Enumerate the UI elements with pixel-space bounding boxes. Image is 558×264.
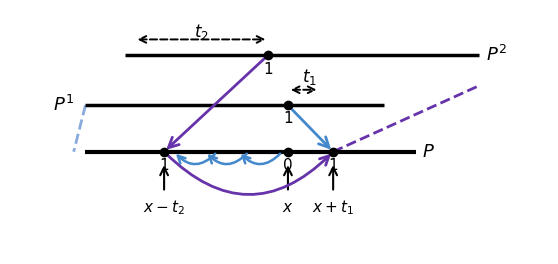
Text: $\mathit{t}_1$: $\mathit{t}_1$ — [302, 67, 318, 87]
Text: $\mathit{t}_2$: $\mathit{t}_2$ — [194, 22, 209, 42]
Text: 1: 1 — [328, 158, 338, 173]
Text: $x$: $x$ — [282, 200, 294, 215]
Text: $x-t_2$: $x-t_2$ — [143, 199, 185, 217]
Text: 0: 0 — [283, 158, 293, 173]
Text: $x+t_1$: $x+t_1$ — [312, 199, 354, 217]
Text: 1: 1 — [283, 111, 293, 126]
Text: $P$: $P$ — [422, 143, 435, 161]
Text: $P^2$: $P^2$ — [487, 45, 507, 65]
Text: 1: 1 — [263, 62, 273, 77]
Text: $P^1$: $P^1$ — [52, 95, 74, 115]
Text: 1: 1 — [159, 158, 169, 173]
